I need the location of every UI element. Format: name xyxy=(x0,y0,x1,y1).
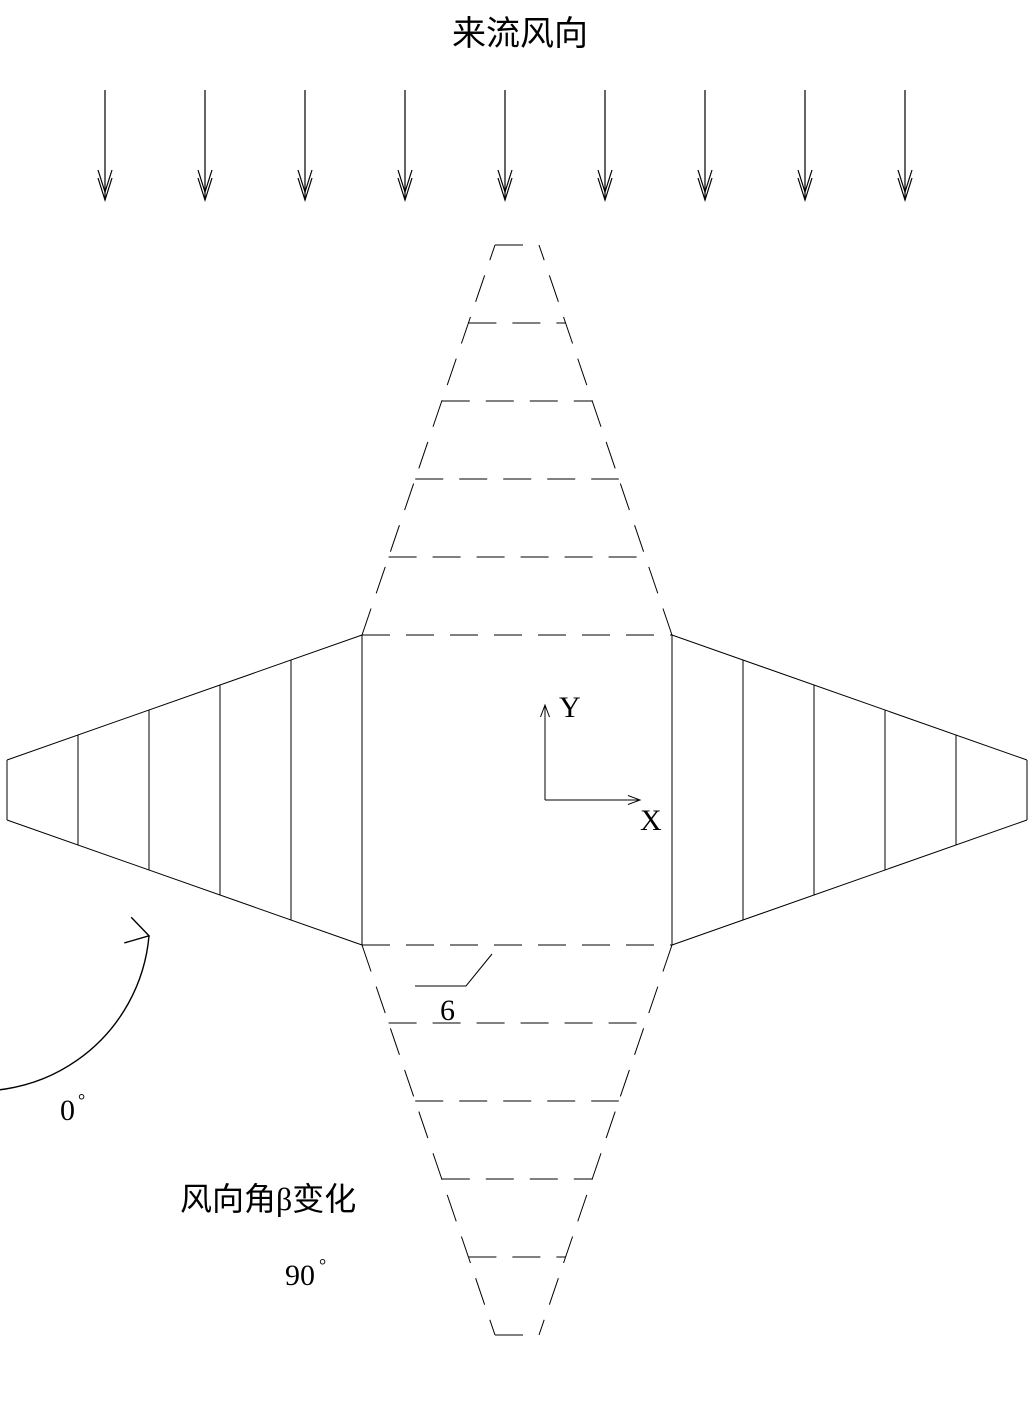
arm-bottom-side-b xyxy=(539,945,672,1335)
angle-0-degree: ° xyxy=(78,1090,85,1110)
arm-right-side-a xyxy=(672,635,1027,760)
callout-leader xyxy=(415,954,492,986)
callout-label: 6 xyxy=(440,994,455,1027)
axis-y-label: Y xyxy=(559,691,581,724)
arm-right-side-b xyxy=(672,820,1027,945)
arm-top-side-b xyxy=(539,245,672,635)
axis-x-label: X xyxy=(640,804,662,837)
title-text: 来流风向 xyxy=(452,15,588,53)
angle-arc-arrowhead xyxy=(124,917,149,943)
arm-left-side-a xyxy=(7,635,362,760)
angle-arc xyxy=(0,936,149,1091)
angle-90-degree: ° xyxy=(319,1255,326,1275)
arm-top-side-a xyxy=(362,245,495,635)
angle-0-label: 0 xyxy=(60,1094,75,1127)
angle-90-label: 90 xyxy=(285,1259,315,1292)
arm-bottom-side-a xyxy=(362,945,495,1335)
diagram-canvas: 来流风向6YX0°90°风向角β变化 xyxy=(0,0,1035,1404)
angle-caption: 风向角β变化 xyxy=(180,1181,356,1217)
arm-left-side-b xyxy=(7,820,362,945)
